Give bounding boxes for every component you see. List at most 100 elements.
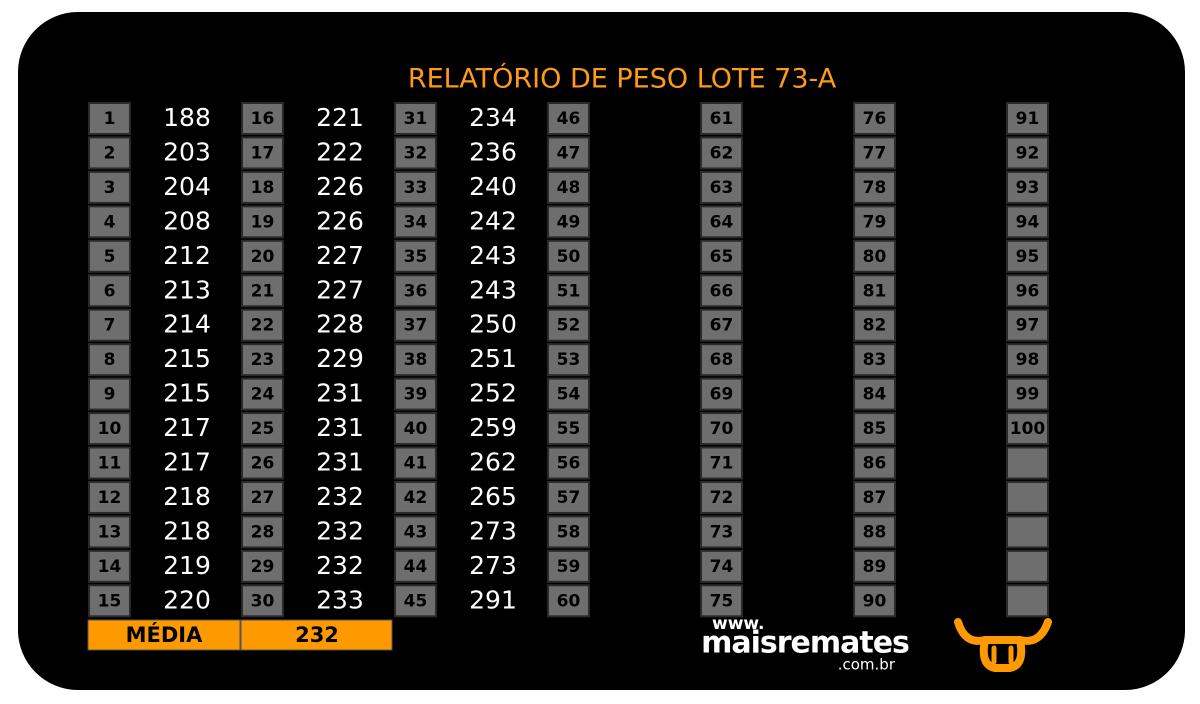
weight: 220 xyxy=(163,585,211,614)
lot-number: 91 xyxy=(1016,109,1040,129)
weight: 217 xyxy=(163,448,211,477)
bull-icon xyxy=(954,618,1052,672)
lot-number: 82 xyxy=(863,316,887,336)
number-box xyxy=(853,515,896,549)
number-box xyxy=(700,274,743,308)
lot-number: 2 xyxy=(104,143,116,163)
lot-number: 21 xyxy=(251,281,275,301)
lot-number: 29 xyxy=(251,557,275,577)
number-box xyxy=(394,584,437,618)
number-box xyxy=(88,136,131,170)
lot-number: 3 xyxy=(104,178,116,198)
number-box xyxy=(394,170,437,204)
number-box xyxy=(394,515,437,549)
number-box xyxy=(1006,102,1049,135)
number-box xyxy=(241,446,284,480)
weight: 188 xyxy=(163,103,211,132)
lot-number: 38 xyxy=(404,350,428,370)
number-box xyxy=(394,239,437,273)
lot-number: 20 xyxy=(251,247,275,267)
number-box xyxy=(241,584,284,618)
weight: 250 xyxy=(469,310,517,339)
lot-number: 71 xyxy=(710,454,734,474)
number-box xyxy=(88,205,131,239)
number-box xyxy=(853,412,896,446)
weight: 252 xyxy=(469,379,517,408)
lot-number: 94 xyxy=(1016,212,1040,232)
number-box xyxy=(88,549,131,583)
number-box xyxy=(394,102,437,135)
number-box xyxy=(88,170,131,204)
number-box xyxy=(394,480,437,514)
lot-number: 47 xyxy=(557,143,581,163)
number-box xyxy=(241,170,284,204)
number-box xyxy=(241,549,284,583)
number-box xyxy=(547,308,590,342)
lot-number: 4 xyxy=(104,212,116,232)
number-box xyxy=(1006,239,1049,273)
weight: 218 xyxy=(163,516,211,545)
number-box xyxy=(1006,170,1049,204)
number-box xyxy=(547,136,590,170)
lot-number: 5 xyxy=(104,247,116,267)
number-box xyxy=(700,170,743,204)
number-box xyxy=(394,205,437,239)
number-box xyxy=(700,136,743,170)
lot-number: 58 xyxy=(557,522,581,542)
lot-number: 26 xyxy=(251,454,275,474)
number-box xyxy=(853,343,896,377)
weight: 234 xyxy=(469,103,517,132)
number-box xyxy=(88,377,131,411)
weight: 231 xyxy=(316,379,364,408)
number-box xyxy=(241,343,284,377)
logo-www: www. xyxy=(712,614,765,634)
lot-number: 31 xyxy=(404,109,428,129)
lot-number: 64 xyxy=(710,212,734,232)
lot-number: 63 xyxy=(710,178,734,198)
weight: 221 xyxy=(316,103,364,132)
lot-number: 75 xyxy=(710,591,734,611)
number-box xyxy=(700,549,743,583)
number-box xyxy=(394,412,437,446)
lot-number: 99 xyxy=(1016,385,1040,405)
weight: 291 xyxy=(469,585,517,614)
lot-number: 83 xyxy=(863,350,887,370)
lot-number: 41 xyxy=(404,454,428,474)
weight: 243 xyxy=(469,275,517,304)
number-box xyxy=(547,446,590,480)
title: RELATÓRIO DE PESO LOTE 73-A xyxy=(408,63,837,95)
lot-number: 15 xyxy=(98,591,122,611)
weight: 231 xyxy=(316,448,364,477)
number-box xyxy=(547,274,590,308)
number-box xyxy=(547,480,590,514)
lot-number: 90 xyxy=(863,591,887,611)
number-box xyxy=(241,274,284,308)
lot-number: 45 xyxy=(404,591,428,611)
lot-number: 16 xyxy=(251,109,275,129)
number-box xyxy=(1006,308,1049,342)
number-box xyxy=(241,308,284,342)
lot-number: 7 xyxy=(104,316,116,336)
lot-number: 9 xyxy=(104,385,116,405)
number-box xyxy=(547,377,590,411)
lot-number: 70 xyxy=(710,419,734,439)
lot-number: 85 xyxy=(863,419,887,439)
number-box xyxy=(88,274,131,308)
number-box xyxy=(88,239,131,273)
number-box xyxy=(700,412,743,446)
weight: 214 xyxy=(163,310,211,339)
lot-number: 19 xyxy=(251,212,275,232)
number-box xyxy=(853,377,896,411)
weight: 215 xyxy=(163,344,211,373)
lot-number: 67 xyxy=(710,316,734,336)
number-box xyxy=(394,274,437,308)
number-box xyxy=(547,239,590,273)
number-box xyxy=(853,549,896,583)
lot-number: 51 xyxy=(557,281,581,301)
lot-number: 24 xyxy=(251,385,275,405)
number-box xyxy=(700,308,743,342)
lot-number: 53 xyxy=(557,350,581,370)
lot-number: 14 xyxy=(98,557,122,577)
weight: 240 xyxy=(469,172,517,201)
lot-number: 28 xyxy=(251,522,275,542)
